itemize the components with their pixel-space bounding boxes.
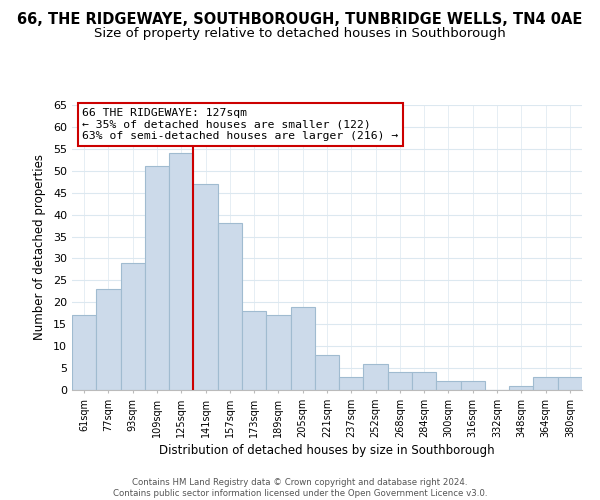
Bar (72, 316, 96, 390)
Text: Size of property relative to detached houses in Southborough: Size of property relative to detached ho… (94, 28, 506, 40)
Bar (461, 381, 485, 390)
Bar (169, 153, 193, 390)
Bar (266, 316, 290, 390)
Bar (412, 372, 436, 390)
Text: Contains HM Land Registry data © Crown copyright and database right 2024.
Contai: Contains HM Land Registry data © Crown c… (113, 478, 487, 498)
Bar (218, 224, 242, 390)
X-axis label: Distribution of detached houses by size in Southborough: Distribution of detached houses by size … (159, 444, 495, 457)
Bar (339, 377, 364, 390)
Bar (193, 184, 218, 390)
Text: 66, THE RIDGEWAYE, SOUTHBOROUGH, TUNBRIDGE WELLS, TN4 0AE: 66, THE RIDGEWAYE, SOUTHBOROUGH, TUNBRID… (17, 12, 583, 28)
Bar (436, 381, 461, 390)
Bar (364, 364, 388, 390)
Bar (315, 355, 339, 390)
Text: 66 THE RIDGEWAYE: 127sqm
← 35% of detached houses are smaller (122)
63% of semi-: 66 THE RIDGEWAYE: 127sqm ← 35% of detach… (82, 108, 398, 141)
Bar (145, 166, 169, 390)
Bar (96, 289, 121, 390)
Bar (509, 386, 533, 390)
Bar (533, 377, 558, 390)
Bar (290, 306, 315, 390)
Y-axis label: Number of detached properties: Number of detached properties (33, 154, 46, 340)
Bar (121, 263, 145, 390)
Bar (242, 311, 266, 390)
Bar (388, 372, 412, 390)
Bar (558, 377, 582, 390)
